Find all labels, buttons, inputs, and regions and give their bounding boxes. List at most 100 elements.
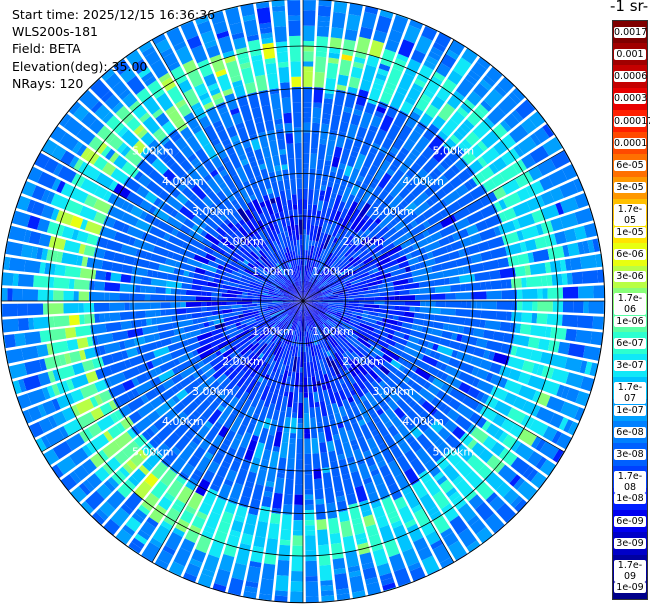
data-cell xyxy=(317,314,330,327)
data-cell xyxy=(318,277,331,289)
data-cell xyxy=(449,387,467,403)
data-cell xyxy=(105,271,112,281)
data-cell xyxy=(221,309,233,314)
data-cell xyxy=(207,408,223,425)
data-cell xyxy=(214,257,226,266)
data-cell xyxy=(118,404,132,418)
data-cell xyxy=(180,302,186,308)
data-cell xyxy=(313,297,324,300)
data-cell xyxy=(326,139,336,157)
data-cell xyxy=(493,226,502,237)
data-cell xyxy=(212,250,224,260)
data-cell xyxy=(167,418,181,431)
data-cell xyxy=(300,351,303,368)
data-cell xyxy=(472,120,491,139)
data-cell xyxy=(185,332,192,339)
data-cell xyxy=(250,342,260,352)
data-cell xyxy=(328,281,334,286)
data-cell xyxy=(293,127,302,144)
data-cell xyxy=(348,570,362,578)
data-cell xyxy=(327,332,339,347)
data-cell xyxy=(304,463,313,475)
data-cell xyxy=(263,308,269,312)
data-cell xyxy=(50,208,60,221)
data-cell xyxy=(350,66,363,79)
data-cell xyxy=(141,231,158,245)
data-cell xyxy=(174,261,182,269)
data-cell xyxy=(386,222,394,230)
data-cell xyxy=(413,201,431,216)
data-cell xyxy=(415,375,428,387)
data-cell xyxy=(303,163,309,169)
colorbar-tick-label: 3e-07 xyxy=(614,360,646,372)
data-cell xyxy=(60,182,75,198)
data-cell xyxy=(454,459,473,478)
data-cell xyxy=(139,199,153,212)
data-cell xyxy=(181,282,193,290)
data-cell xyxy=(433,278,445,286)
data-cell xyxy=(303,336,306,352)
data-cell xyxy=(28,166,43,183)
data-cell xyxy=(358,419,366,427)
data-cell xyxy=(331,402,340,415)
data-cell xyxy=(318,301,329,304)
data-cell xyxy=(234,317,245,324)
colorbar-tick-label: 0.0017 xyxy=(614,26,648,38)
data-cell xyxy=(476,391,485,402)
data-cell xyxy=(220,392,235,409)
data-cell xyxy=(471,442,486,457)
data-cell xyxy=(483,349,491,360)
data-cell xyxy=(258,427,269,444)
data-cell xyxy=(480,166,495,180)
data-cell xyxy=(449,276,461,285)
data-cell xyxy=(362,567,377,580)
data-cell xyxy=(241,415,252,427)
data-cell xyxy=(229,278,240,284)
data-cell xyxy=(573,225,587,241)
data-cell xyxy=(236,301,253,305)
data-cell xyxy=(490,441,506,457)
data-cell xyxy=(244,449,255,462)
data-cell xyxy=(313,189,320,206)
data-cell xyxy=(351,443,360,451)
data-cell xyxy=(81,256,89,267)
data-cell xyxy=(223,251,235,261)
data-cell xyxy=(266,403,276,420)
data-cell xyxy=(283,112,292,124)
data-cell xyxy=(268,307,274,311)
data-cell xyxy=(514,323,522,334)
data-cell xyxy=(221,255,232,264)
data-cell xyxy=(317,291,328,297)
data-cell xyxy=(275,575,289,592)
data-cell xyxy=(51,144,67,161)
data-cell xyxy=(30,246,39,259)
data-cell xyxy=(263,290,269,294)
data-cell xyxy=(397,316,414,324)
data-cell xyxy=(427,271,444,280)
data-cell xyxy=(305,346,310,363)
data-cell xyxy=(471,301,477,309)
data-cell xyxy=(359,26,374,40)
data-cell xyxy=(276,284,286,291)
data-cell xyxy=(373,328,389,338)
data-cell xyxy=(527,375,546,391)
data-cell xyxy=(526,275,543,288)
data-cell xyxy=(432,410,450,426)
data-cell xyxy=(339,241,345,247)
data-cell xyxy=(42,400,57,416)
data-cell xyxy=(339,121,349,134)
data-cell xyxy=(153,333,161,341)
data-cell xyxy=(364,228,371,236)
data-cell xyxy=(324,487,335,504)
data-cell xyxy=(324,425,333,442)
data-cell xyxy=(518,428,538,447)
data-cell xyxy=(398,381,411,393)
data-cell xyxy=(292,535,303,546)
data-cell xyxy=(274,118,283,125)
data-cell xyxy=(283,390,289,397)
data-cell xyxy=(220,404,234,421)
data-cell xyxy=(153,414,171,431)
data-cell xyxy=(6,348,24,364)
data-cell xyxy=(122,463,134,475)
data-cell xyxy=(292,530,303,536)
